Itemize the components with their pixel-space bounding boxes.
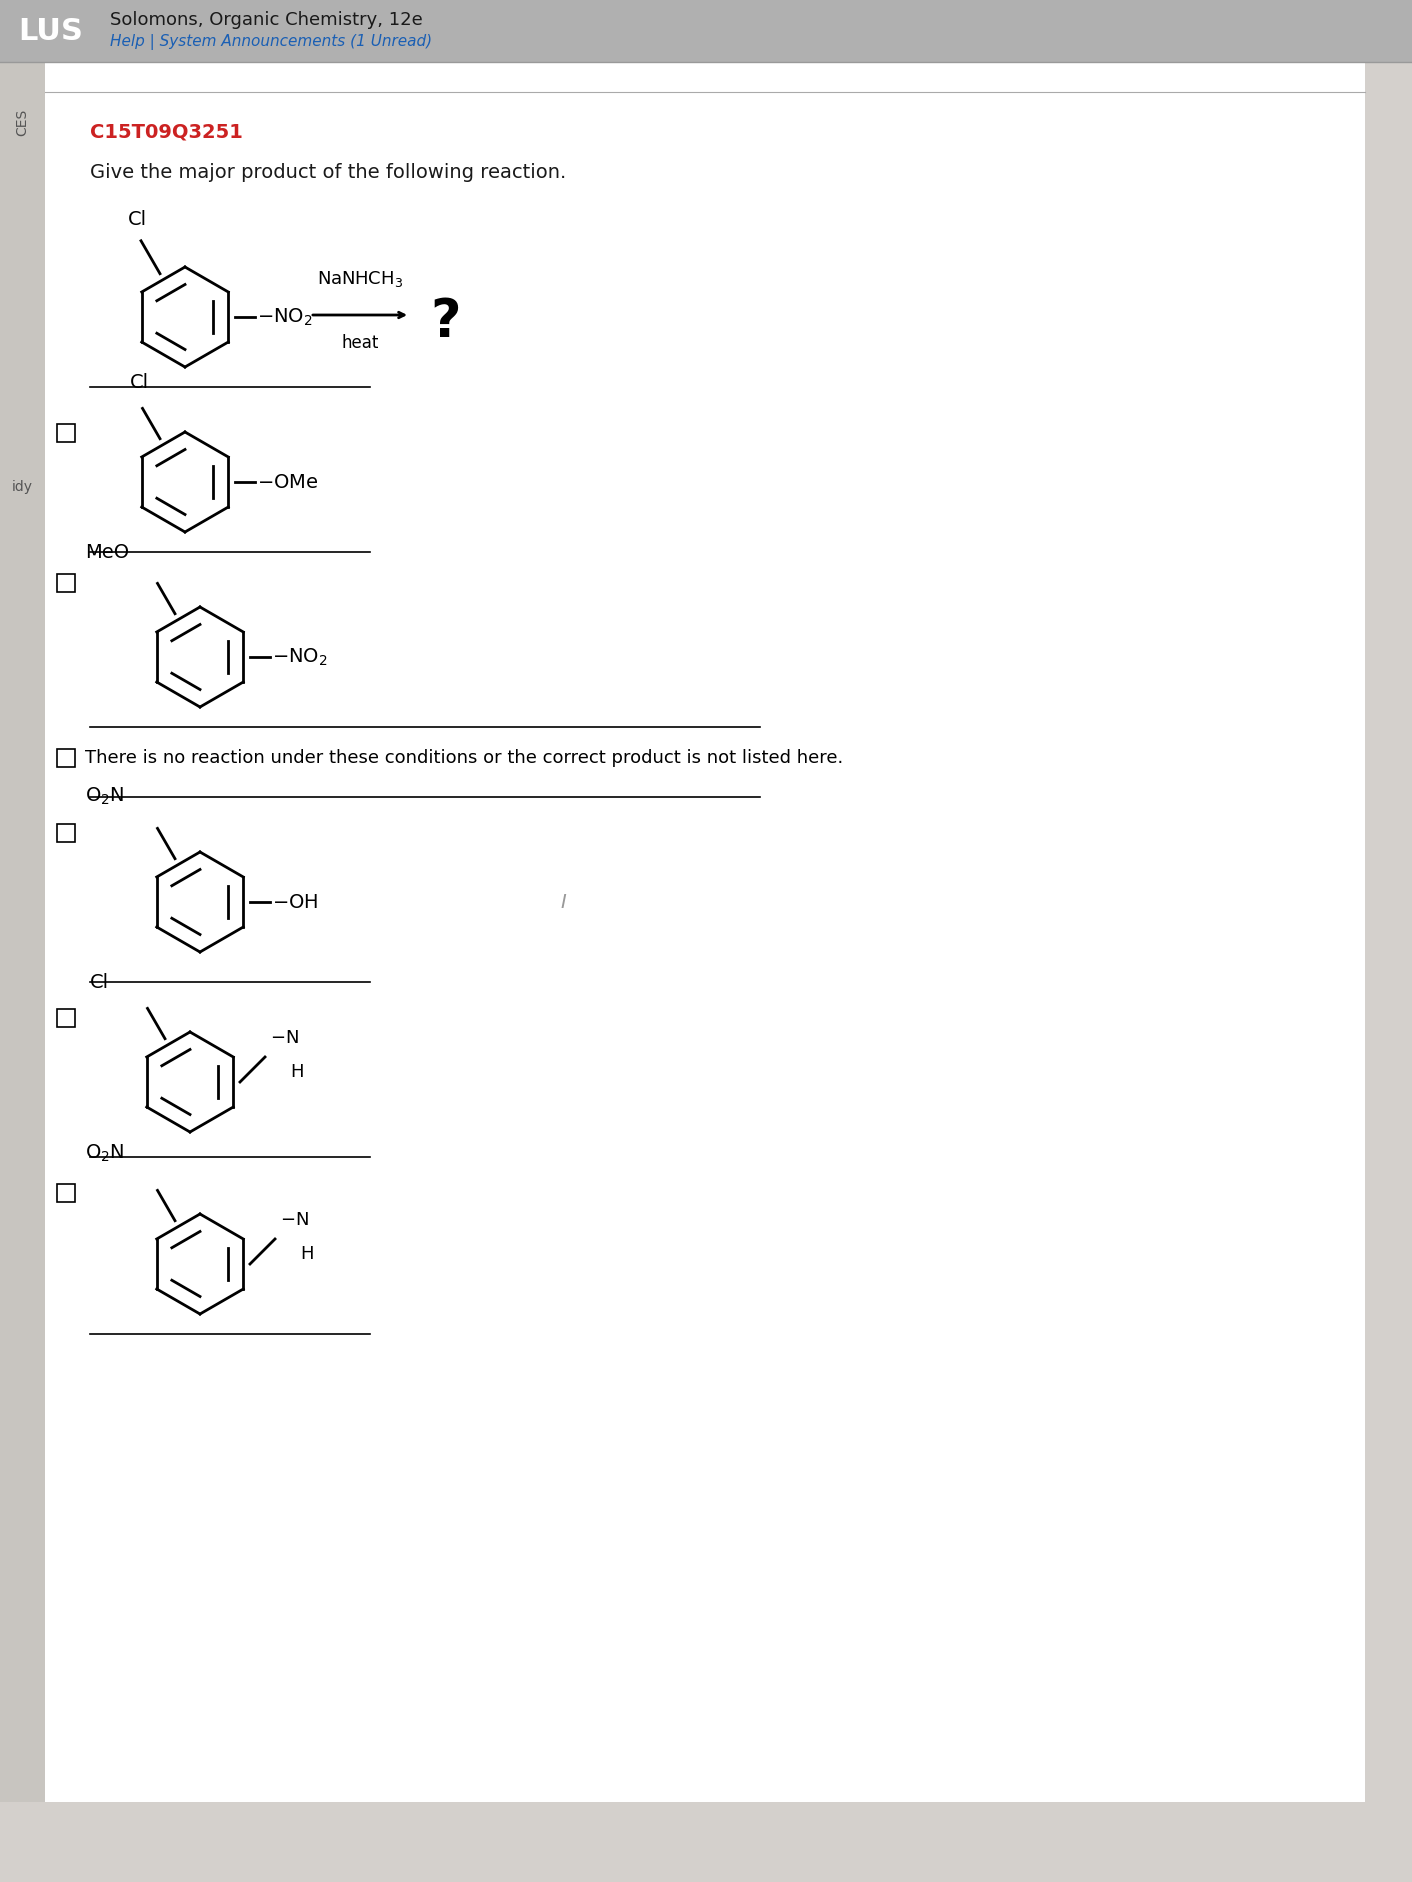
Text: ?: ? [431,295,460,348]
Bar [56,574,75,593]
Text: LUS: LUS [18,17,83,45]
Text: I: I [561,892,566,911]
Text: Solomons, Organic Chemistry, 12e: Solomons, Organic Chemistry, 12e [110,11,422,28]
Text: Cl: Cl [127,209,147,230]
Text: heat: heat [342,333,378,352]
Bar [56,423,75,442]
Text: $\mathregular{-OMe}$: $\mathregular{-OMe}$ [257,472,319,491]
Text: $\mathregular{-NO_2}$: $\mathregular{-NO_2}$ [257,307,312,327]
Text: $\mathregular{-N}$: $\mathregular{-N}$ [270,1029,299,1046]
Text: Help | System Announcements (1 Unread): Help | System Announcements (1 Unread) [110,34,432,51]
Text: $\mathregular{-N}$: $\mathregular{-N}$ [280,1210,309,1229]
Bar [56,1009,75,1028]
Text: MeO: MeO [85,544,128,563]
Bar [56,1184,75,1203]
Text: There is no reaction under these conditions or the correct product is not listed: There is no reaction under these conditi… [85,749,843,768]
Bar [0,0,1412,62]
Text: $\mathregular{H}$: $\mathregular{H}$ [299,1246,313,1263]
Text: Cl: Cl [130,373,150,391]
Text: NaNHCH$_3$: NaNHCH$_3$ [316,269,402,290]
Text: O$_2$N: O$_2$N [85,785,124,807]
Text: $\mathregular{H}$: $\mathregular{H}$ [289,1063,304,1080]
Bar [56,749,75,768]
Text: O$_2$N: O$_2$N [85,1142,124,1163]
Text: Cl: Cl [90,973,109,992]
Bar [56,824,75,841]
Bar [0,62,45,1801]
Text: $\mathregular{-NO_2}$: $\mathregular{-NO_2}$ [273,646,328,668]
Text: $\mathregular{-OH}$: $\mathregular{-OH}$ [273,892,318,911]
Text: idy: idy [11,480,32,493]
Text: CES: CES [16,109,30,136]
Text: Give the major product of the following reaction.: Give the major product of the following … [90,162,566,181]
Text: C15T09Q3251: C15T09Q3251 [90,122,243,141]
